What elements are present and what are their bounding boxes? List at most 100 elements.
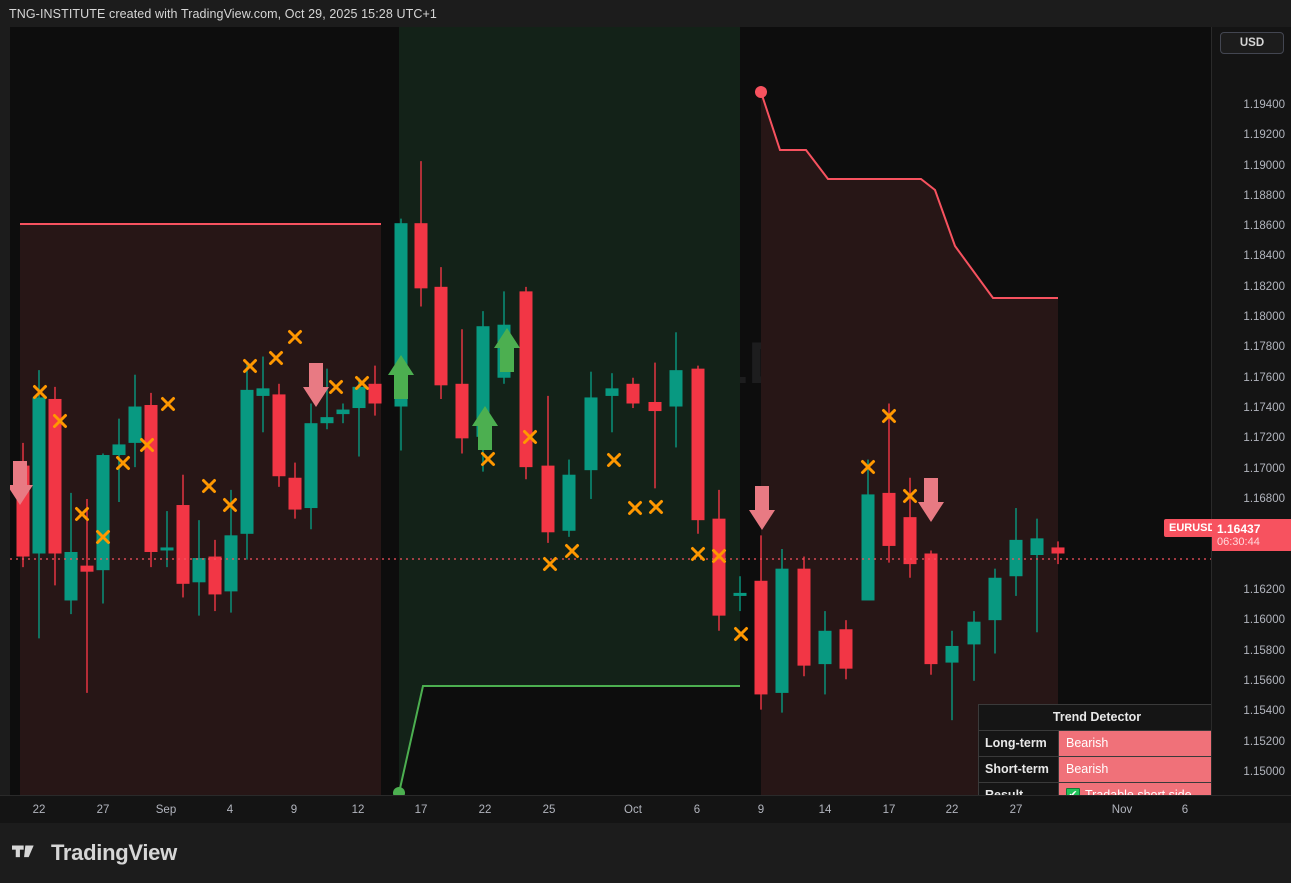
candle bbox=[691, 365, 705, 534]
bar-countdown: 06:30:44 bbox=[1217, 535, 1260, 548]
candle-body bbox=[605, 388, 619, 396]
trend-row-value: Bearish bbox=[1059, 757, 1211, 782]
price-axis[interactable]: USD 1.19400 1.19200 1.19000 1.18800 1.18600 1… bbox=[1211, 27, 1291, 808]
cross-marker bbox=[649, 500, 663, 514]
candle-body bbox=[368, 383, 382, 404]
cross-marker bbox=[75, 507, 89, 521]
current-price-badge[interactable]: 1.16437 06:30:44 bbox=[1212, 519, 1291, 551]
cross-marker bbox=[607, 453, 621, 467]
candle bbox=[775, 548, 789, 713]
trend-detector-panel[interactable]: Trend Detector Long-term Bearish Short-ter… bbox=[978, 704, 1211, 795]
time-tick: Sep bbox=[155, 804, 177, 816]
candle-body bbox=[224, 535, 238, 592]
candle-body bbox=[648, 401, 662, 412]
candle-body bbox=[988, 577, 1002, 621]
candle bbox=[192, 520, 206, 616]
trend-detector-rows: Long-term Bearish Short-term Bearish Result ✔… bbox=[979, 731, 1211, 795]
candle bbox=[733, 576, 747, 612]
time-tick: Nov bbox=[1111, 804, 1133, 816]
cross-marker bbox=[96, 530, 110, 544]
cross-marker bbox=[33, 385, 47, 399]
price-tick: 1.15600 bbox=[1243, 675, 1285, 687]
candle-body bbox=[176, 505, 190, 584]
current-price-value: 1.16437 bbox=[1217, 521, 1261, 536]
buy-arrow-icon bbox=[472, 406, 498, 450]
cross-marker bbox=[269, 351, 283, 365]
time-tick: 27 bbox=[1009, 804, 1023, 816]
chart-plot-area[interactable]: EURUSD, 1D Euro / U.S. Dollar Trend Dete… bbox=[10, 27, 1211, 795]
candle-body bbox=[945, 645, 959, 663]
time-tick: 22 bbox=[478, 804, 492, 816]
candle bbox=[160, 511, 174, 568]
time-axis[interactable]: 22 27 Sep 4 9 12 17 22 25 Oct 6 9 14 17 22 27 Nov 6 bbox=[0, 795, 1291, 823]
candle-body bbox=[861, 494, 875, 601]
cross-marker bbox=[243, 359, 257, 373]
price-tick: 1.19400 bbox=[1243, 99, 1285, 111]
price-tick: 1.16800 bbox=[1243, 493, 1285, 505]
candle bbox=[64, 492, 78, 615]
candle-body bbox=[256, 388, 270, 396]
candle bbox=[176, 474, 190, 598]
trend-row-value-text: Tradable short side bbox=[1085, 788, 1192, 795]
time-tick: 22 bbox=[32, 804, 46, 816]
candle bbox=[839, 620, 853, 680]
price-tick: 1.15800 bbox=[1243, 645, 1285, 657]
price-tick: 1.17200 bbox=[1243, 432, 1285, 444]
support-line bbox=[398, 685, 740, 794]
currency-usd-button[interactable]: USD bbox=[1220, 32, 1284, 54]
price-tick: 1.15200 bbox=[1243, 736, 1285, 748]
candle-body bbox=[48, 398, 62, 554]
candle-body bbox=[64, 551, 78, 601]
time-tick: 22 bbox=[945, 804, 959, 816]
candle-body bbox=[336, 409, 350, 415]
candle-body bbox=[924, 553, 938, 665]
candle bbox=[924, 550, 938, 675]
candle-body bbox=[414, 223, 428, 289]
bull-zone-fill bbox=[399, 27, 740, 793]
cross-marker bbox=[691, 547, 705, 561]
candle-body bbox=[160, 547, 174, 551]
price-tick: 1.17800 bbox=[1243, 341, 1285, 353]
candle bbox=[144, 392, 158, 568]
candle-body bbox=[1051, 547, 1065, 554]
time-tick: 17 bbox=[414, 804, 428, 816]
candle-body bbox=[304, 423, 318, 509]
price-tick: 1.15400 bbox=[1243, 705, 1285, 717]
trend-row-value-text: Bearish bbox=[1066, 736, 1109, 750]
tradingview-logo-icon bbox=[12, 845, 34, 858]
candle bbox=[1030, 518, 1044, 633]
buy-arrow-icon bbox=[388, 355, 414, 399]
trend-row-label: Long-term bbox=[979, 731, 1059, 756]
candle-body bbox=[272, 394, 286, 477]
time-tick: Oct bbox=[624, 804, 642, 816]
cross-marker bbox=[543, 557, 557, 571]
candle-body bbox=[882, 492, 896, 546]
trend-row-label: Result bbox=[979, 783, 1059, 795]
cross-marker bbox=[903, 489, 917, 503]
candle bbox=[272, 383, 286, 487]
candle-body bbox=[691, 368, 705, 521]
price-tick: 1.17600 bbox=[1243, 372, 1285, 384]
candle bbox=[626, 377, 640, 409]
cross-marker bbox=[288, 330, 302, 344]
candle bbox=[48, 386, 62, 586]
sell-arrow-icon bbox=[918, 478, 944, 522]
chart-header: TNG-INSTITUTE created with TradingView.c… bbox=[0, 0, 1291, 27]
cross-marker bbox=[712, 549, 726, 563]
sell-arrow-icon bbox=[303, 363, 329, 407]
candle bbox=[80, 498, 94, 693]
candle-body bbox=[112, 444, 126, 456]
time-tick: 12 bbox=[351, 804, 365, 816]
candle-body bbox=[967, 621, 981, 645]
candle-body bbox=[519, 291, 533, 468]
candle-body bbox=[288, 477, 302, 510]
candle-body bbox=[80, 565, 94, 572]
candle-body bbox=[626, 383, 640, 404]
candle bbox=[414, 161, 428, 307]
trend-row-value: Bearish bbox=[1059, 731, 1211, 756]
candle-body bbox=[352, 386, 366, 409]
candle bbox=[455, 329, 469, 454]
time-tick: 9 bbox=[757, 804, 765, 816]
candle bbox=[304, 403, 318, 530]
